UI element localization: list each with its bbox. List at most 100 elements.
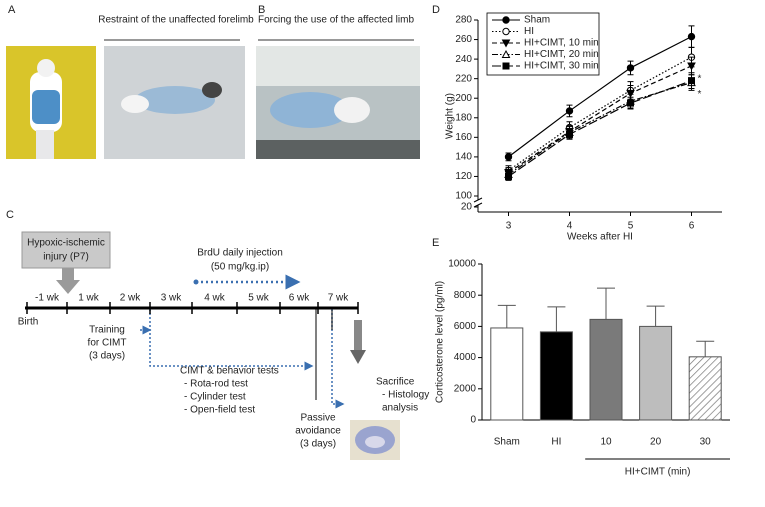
bar [639, 325, 673, 421]
y-tick-label: 140 [455, 152, 472, 163]
y-tick-label: 2000 [454, 383, 477, 394]
bar [589, 318, 623, 421]
axis-break [473, 197, 483, 203]
timeline-text: CIMT & behavior tests [180, 366, 279, 377]
timeline-text: (50 mg/kg.ip) [211, 262, 269, 273]
data-point [626, 89, 635, 98]
y-tick-label: 180 [455, 112, 472, 123]
timeline-text: for CIMT [88, 338, 127, 349]
legend-box [486, 12, 600, 76]
error-bar [547, 306, 566, 332]
error-bar [646, 305, 665, 327]
y-axis-label: Weight (g) [445, 93, 456, 139]
point-label: * [698, 89, 702, 100]
error-bar [497, 304, 516, 328]
photo [104, 46, 245, 159]
y-tick-label: 240 [455, 54, 472, 65]
y-tick-label: 160 [455, 132, 472, 143]
legend-label: HI [524, 26, 534, 37]
week-label: 5 wk [248, 293, 270, 304]
y-tick-label: 4000 [454, 352, 477, 363]
x-tick-label: 30 [700, 437, 712, 448]
timeline-text: Training [89, 325, 125, 336]
x-tick-label: 20 [650, 437, 662, 448]
photo [256, 46, 420, 159]
panel-label: B [258, 4, 265, 16]
series-line [508, 80, 692, 177]
caption: Forcing the use of the affected limb [258, 15, 414, 26]
data-point [687, 62, 696, 71]
x-tick-label: HI [551, 437, 561, 448]
panel-label: D [432, 4, 440, 16]
panel-label: E [432, 237, 439, 249]
y-tick-label: 260 [455, 34, 472, 45]
bar [490, 327, 524, 421]
week-label: 7 wk [328, 293, 350, 304]
week-label: 3 wk [161, 293, 183, 304]
data-point [626, 64, 635, 72]
y-axis-label: Corticosterone level (pg/ml) [435, 281, 446, 403]
timeline-text: Sacrifice [376, 377, 415, 388]
data-point [566, 130, 573, 138]
week-label: 1 wk [78, 293, 100, 304]
x-tick-label: 3 [506, 221, 512, 232]
legend-label: HI+CIMT, 30 min [524, 61, 599, 72]
error-bar [597, 287, 615, 320]
legend-label: Sham [524, 15, 550, 26]
bar [688, 356, 722, 421]
x-tick-label: Sham [494, 437, 520, 448]
timeline-text: BrdU daily injection [197, 248, 283, 259]
brain-image [350, 420, 400, 460]
legend-marker [501, 49, 511, 58]
y-tick-label: 8000 [454, 290, 477, 301]
timeline-text: (3 days) [300, 439, 336, 450]
panel-label: A [8, 4, 16, 16]
timeline-text: Birth [18, 317, 39, 328]
data-point [504, 153, 513, 161]
arrow [331, 309, 345, 409]
week-label: -1 wk [35, 293, 60, 304]
data-point [627, 99, 634, 107]
week-label: 2 wk [120, 293, 142, 304]
y-tick-label: 220 [455, 73, 472, 84]
legend-label: HI+CIMT, 20 min [524, 49, 599, 60]
y-tick-label: 0 [470, 415, 476, 426]
data-point [565, 107, 574, 115]
series-line [508, 65, 692, 174]
x-axis-label: Weeks after HI [567, 232, 633, 243]
y-tick-label: 280 [455, 15, 472, 26]
y-tick-label: 100 [455, 191, 472, 202]
caption: Restraint of the unaffected forelimb [98, 15, 254, 26]
y-tick-label: 200 [455, 93, 472, 104]
timeline-text: - Rota-rod test [184, 379, 248, 390]
series-line [508, 36, 692, 158]
arrow [56, 268, 80, 294]
y-tick-label: 10000 [448, 259, 476, 270]
x-tick-label: 6 [689, 221, 695, 232]
bar [539, 331, 573, 421]
injury-text: injury (P7) [43, 252, 89, 263]
week-label: 4 wk [204, 293, 226, 304]
injury-text: Hypoxic-ischemic [27, 238, 105, 249]
axis-break [473, 202, 483, 208]
timeline-text: avoidance [295, 426, 341, 437]
legend-marker [502, 62, 510, 70]
week-label: 6 wk [289, 293, 311, 304]
timeline-text: Passive [300, 413, 335, 424]
timeline-text: (3 days) [89, 351, 125, 362]
timeline-text: analysis [382, 403, 418, 414]
timeline-text: - Cylinder test [184, 392, 246, 403]
x-tick-label: 5 [628, 221, 634, 232]
injury-box [21, 231, 111, 269]
legend-label: HI+CIMT, 10 min [524, 38, 599, 49]
timeline-text: - Open-field test [184, 405, 255, 416]
legend-marker [502, 16, 510, 24]
arrow [350, 350, 366, 364]
data-point [505, 172, 512, 180]
group-label: HI+CIMT (min) [625, 467, 691, 478]
data-point [688, 77, 695, 85]
arrow [149, 309, 314, 371]
panel-label: C [6, 209, 14, 221]
data-point [687, 32, 696, 41]
